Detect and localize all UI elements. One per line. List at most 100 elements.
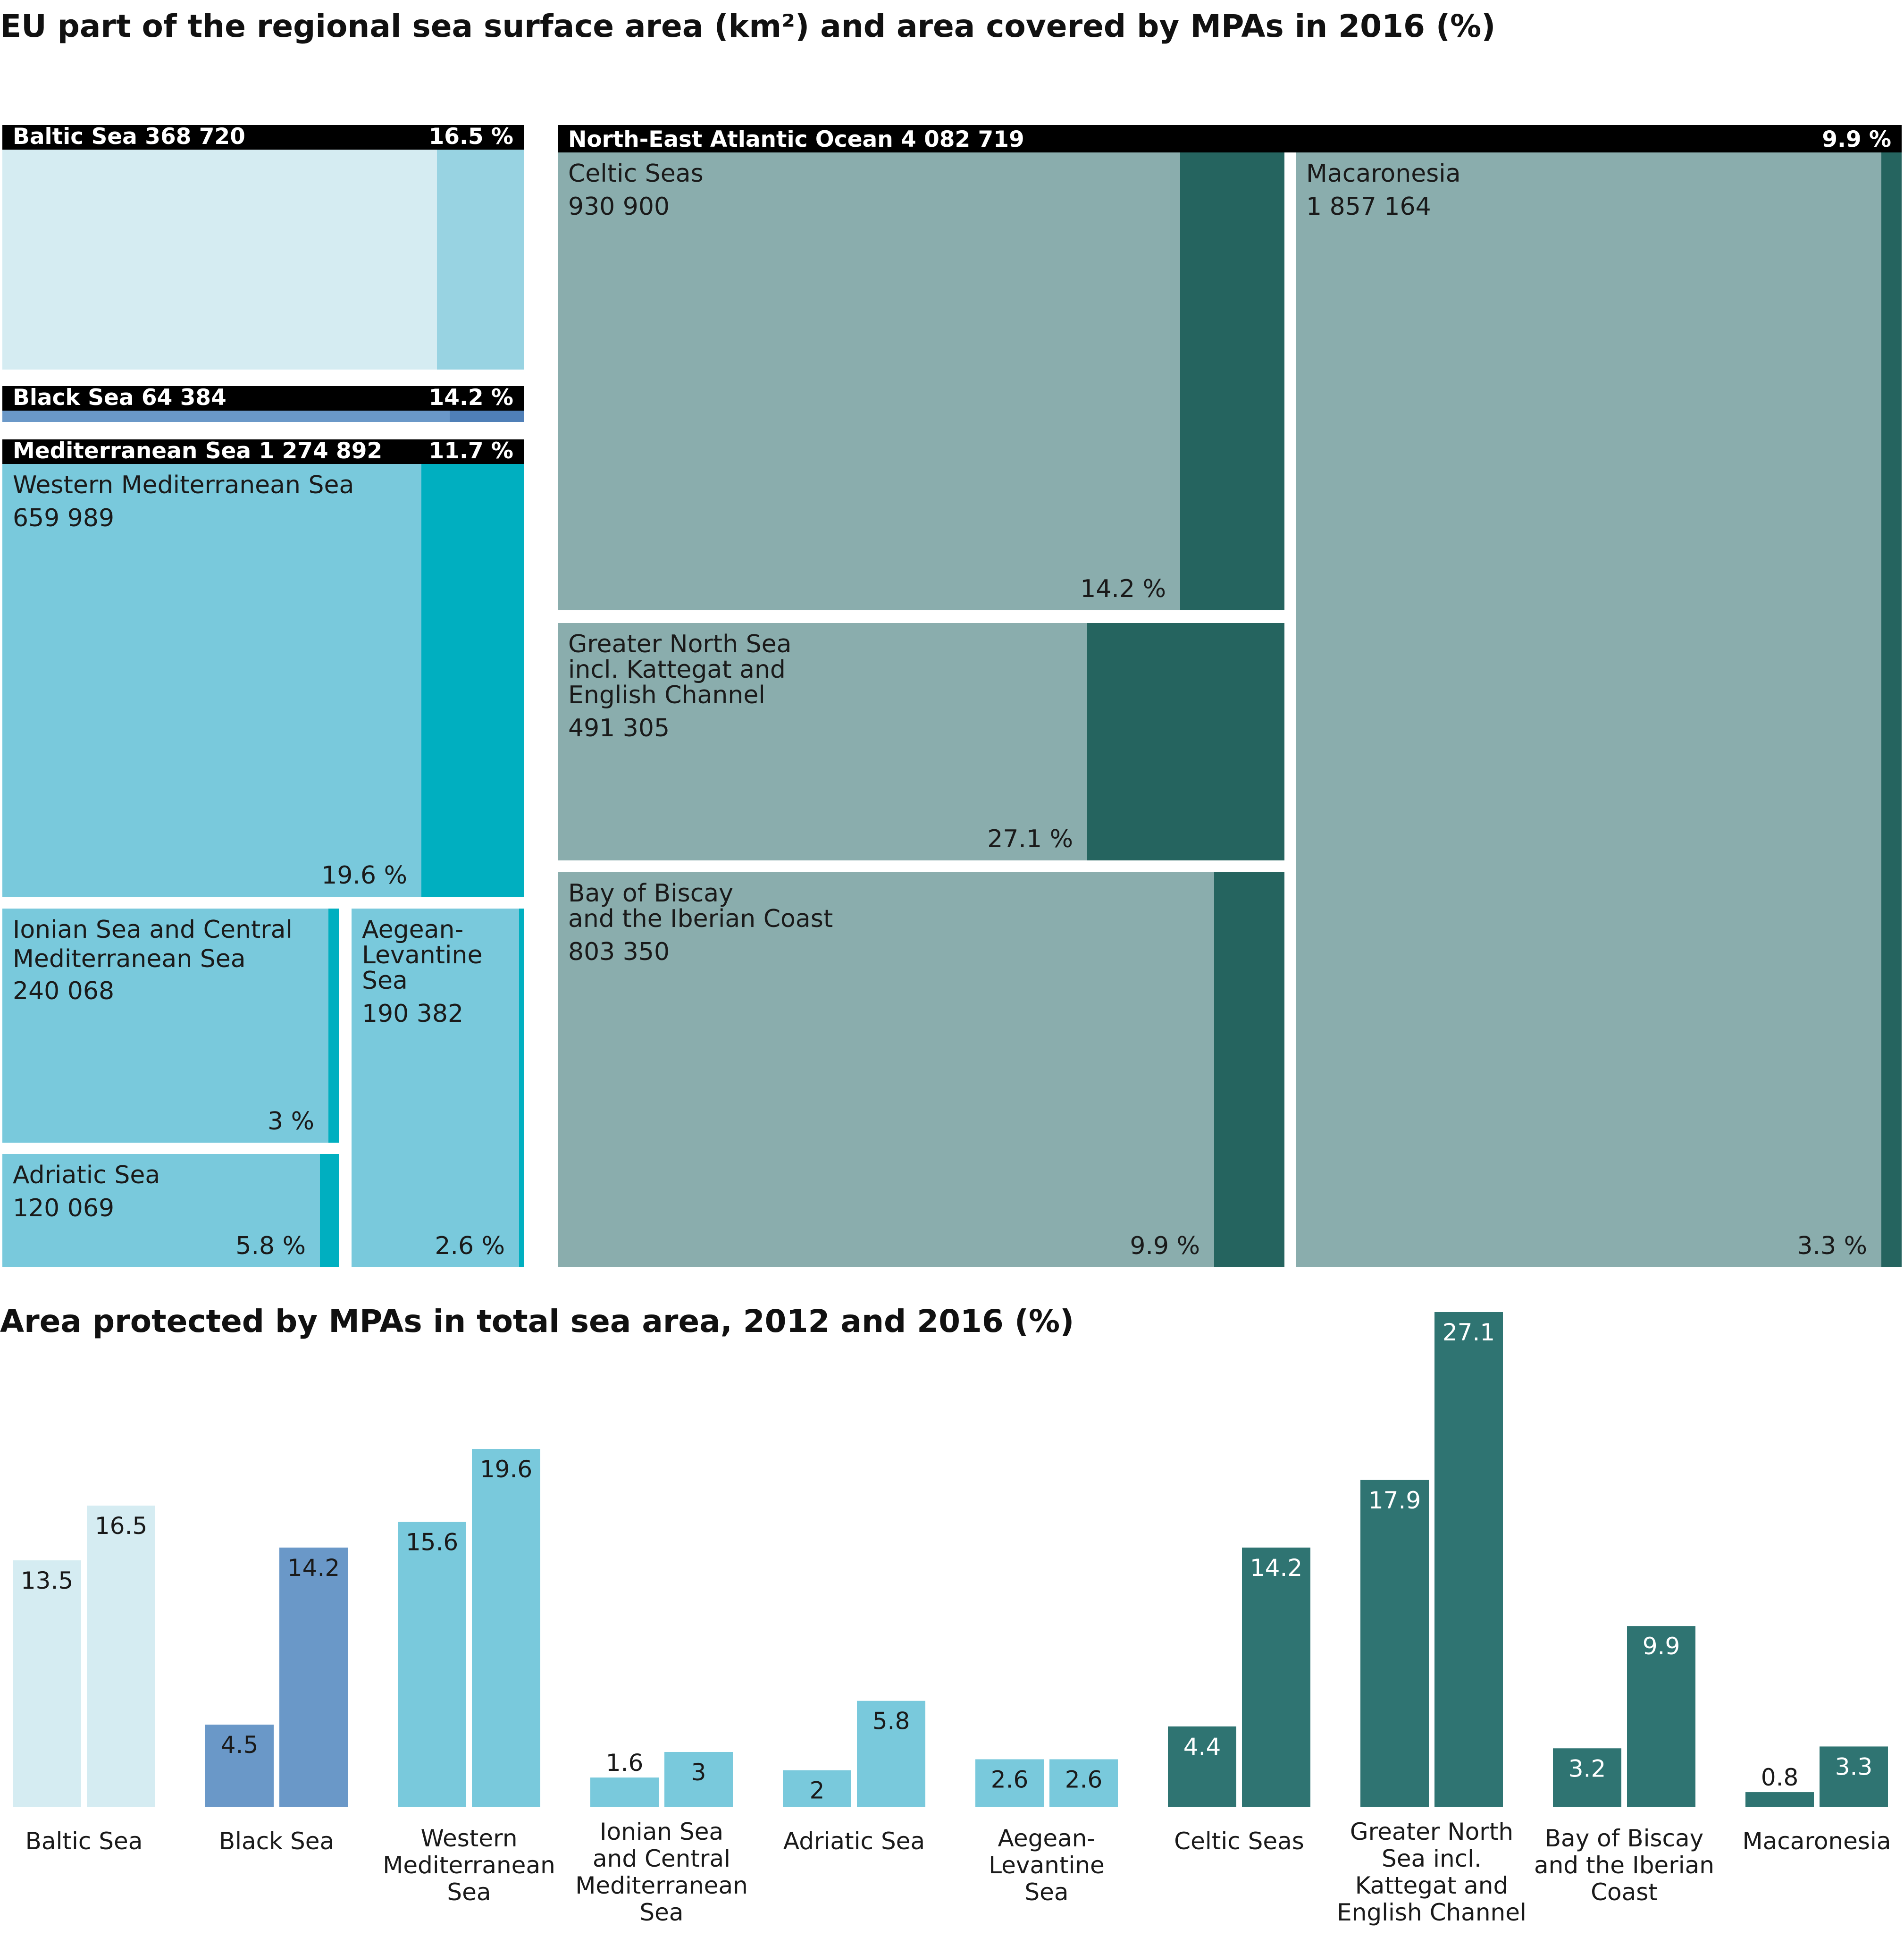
category-label-greater-north-sea-incl-kattegat-and-english-channel: Greater North [1350,1818,1513,1845]
tile-name-greater-north-sea-incl-kattegat-and-english-channel: Greater North Sea [568,630,792,658]
bar-label-ionian-sea-and-central-mediterranean-sea-2012: 1.6 [606,1749,644,1777]
tile-area-value-ionian-sea-and-central-mediterranean-sea: 240 068 [13,977,114,1005]
tile-mpa-western-mediterranean-sea [421,464,524,897]
bar-greater-north-sea-incl-kattegat-and-english-channel-2016 [1434,1312,1503,1807]
tile-name-aegean-levantine-sea: Sea [362,967,408,995]
tile-area-value-western-mediterranean-sea: 659 989 [13,504,114,532]
bar-label-adriatic-sea-2016: 5.8 [872,1708,910,1735]
tile-mpa-greater-north-sea-incl-kattegat-and-english-channel [1087,623,1284,860]
tile-area-ionian-sea-and-central-mediterranean-sea [2,909,328,1143]
category-label-aegean-levantine-sea: Sea [1024,1878,1068,1906]
tile-area-bay-of-biscay-and-the-iberian-coast [558,872,1214,1267]
tile-name-greater-north-sea-incl-kattegat-and-english-channel: incl. Kattegat and [568,656,786,684]
bar-chart-title: Area protected by MPAs in total sea area… [0,1303,1074,1339]
tile-name-bay-of-biscay-and-the-iberian-coast: and the Iberian Coast [568,905,833,933]
region-header-mpa-black-sea: 14.2 % [429,385,513,411]
bar-adriatic-sea-2012 [783,1770,851,1807]
bar-black-sea-2016 [279,1547,348,1807]
bar-ionian-sea-and-central-mediterranean-sea-2016 [664,1752,733,1807]
category-label-ionian-sea-and-central-mediterranean-sea: Sea [639,1899,683,1926]
tile-mpa-black-sea-body [450,411,524,422]
bar-label-black-sea-2012: 4.5 [221,1731,259,1759]
category-label-ionian-sea-and-central-mediterranean-sea: Ionian Sea [600,1818,723,1845]
treemap: Baltic Sea 368 720 16.5 % Black Sea 64 384… [2,124,1902,1267]
region-header-black-sea [2,386,524,411]
bar-label-greater-north-sea-incl-kattegat-and-english-channel-2012: 17.9 [1368,1487,1421,1514]
tile-mpa-value-greater-north-sea-incl-kattegat-and-english-channel: 27.1 % [987,825,1073,853]
bar-label-baltic-sea-2012: 13.5 [21,1567,73,1594]
bar-label-macaronesia-2016: 3.3 [1835,1753,1873,1780]
tile-macaronesia: Macaronesia 1 857 164 3.3 % [1296,152,1902,1267]
category-label-aegean-levantine-sea: Levantine [989,1852,1105,1879]
tile-name-ionian-sea-and-central-mediterranean-sea: Ionian Sea and Central [13,916,293,944]
tile-name-macaronesia: Macaronesia [1306,160,1461,188]
category-label-bay-of-biscay-and-the-iberian-coast: Bay of Biscay [1545,1825,1703,1852]
category-label-bay-of-biscay-and-the-iberian-coast: and the Iberian [1534,1852,1714,1879]
bar-label-black-sea-2016: 14.2 [287,1554,340,1582]
category-label-black-sea: Black Sea [219,1828,334,1855]
tile-area-macaronesia [1296,152,1881,1267]
region-header-mpa-baltic-sea: 16.5 % [429,124,513,150]
category-label-greater-north-sea-incl-kattegat-and-english-channel: Sea incl. [1382,1845,1482,1872]
tile-western-mediterranean-sea: Western Mediterranean Sea 659 989 19.6 % [2,464,524,897]
tile-area-celtic-seas [558,152,1180,610]
category-label-aegean-levantine-sea: Aegean- [998,1825,1096,1852]
region-header-mpa-mediterranean-sea: 11.7 % [429,438,513,464]
tile-mpa-baltic-sea-body [437,150,524,370]
tile-name-celtic-seas: Celtic Seas [568,160,704,188]
tile-baltic-sea-body [2,150,524,370]
category-label-greater-north-sea-incl-kattegat-and-english-channel: English Channel [1337,1899,1527,1926]
category-label-bay-of-biscay-and-the-iberian-coast: Coast [1591,1878,1658,1906]
bar-celtic-seas-2016 [1242,1547,1310,1807]
region-header-label-mediterranean-sea: Mediterranean Sea 1 274 892 [13,438,382,464]
tile-mpa-value-western-mediterranean-sea: 19.6 % [321,861,407,890]
tile-mpa-adriatic-sea [320,1154,339,1267]
tile-area-value-bay-of-biscay-and-the-iberian-coast: 803 350 [568,938,670,966]
category-label-celtic-seas: Celtic Seas [1174,1828,1304,1855]
bar-label-celtic-seas-2012: 4.4 [1183,1733,1221,1760]
bar-label-celtic-seas-2016: 14.2 [1250,1554,1302,1582]
tile-mpa-bay-of-biscay-and-the-iberian-coast [1214,872,1284,1267]
tile-mpa-value-macaronesia: 3.3 % [1797,1232,1867,1260]
category-label-ionian-sea-and-central-mediterranean-sea: and Central [593,1845,730,1872]
bar-label-aegean-levantine-sea-2012: 2.6 [991,1766,1029,1793]
category-label-western-mediterranean-sea: Mediterranean [383,1852,555,1879]
region-header-north-east-atlantic-ocean [558,125,1902,152]
tile-area-value-aegean-levantine-sea: 190 382 [362,1000,463,1028]
bar-ionian-sea-and-central-mediterranean-sea-2012 [590,1777,659,1807]
bar-label-western-mediterranean-sea-2016: 19.6 [480,1456,532,1483]
tile-celtic-seas: Celtic Seas 930 900 14.2 % [558,152,1284,610]
tile-area-greater-north-sea-incl-kattegat-and-english-channel [558,623,1087,860]
bar-label-adriatic-sea-2012: 2 [810,1777,825,1804]
bar-greater-north-sea-incl-kattegat-and-english-channel-2012 [1360,1480,1429,1807]
bar-baltic-sea-2016 [87,1505,155,1807]
bar-label-baltic-sea-2016: 16.5 [95,1512,147,1540]
tile-mpa-macaronesia [1881,152,1902,1267]
bar-label-aegean-levantine-sea-2016: 2.6 [1065,1766,1103,1793]
tile-area-black-sea-body [2,411,450,422]
bar-label-bay-of-biscay-and-the-iberian-coast-2012: 3.2 [1568,1755,1606,1782]
tile-name-bay-of-biscay-and-the-iberian-coast: Bay of Biscay [568,879,733,908]
category-label-adriatic-sea: Adriatic Sea [783,1828,925,1855]
bar-bay-of-biscay-and-the-iberian-coast-2016 [1627,1626,1695,1807]
tile-name-ionian-sea-and-central-mediterranean-sea: Mediterranean Sea [13,945,246,973]
tile-name-adriatic-sea: Adriatic Sea [13,1161,160,1189]
tile-mpa-value-aegean-levantine-sea: 2.6 % [435,1232,505,1260]
tile-area-baltic-sea-body [2,150,437,370]
bar-label-bay-of-biscay-and-the-iberian-coast-2016: 9.9 [1643,1633,1680,1660]
bar-aegean-levantine-sea-2016 [1049,1759,1118,1807]
tile-name-western-mediterranean-sea: Western Mediterranean Sea [13,471,354,499]
category-label-greater-north-sea-incl-kattegat-and-english-channel: Kattegat and [1355,1872,1508,1899]
tile-black-sea-body [2,411,524,422]
bar-western-mediterranean-sea-2012 [398,1522,466,1807]
region-header-mediterranean-sea [2,439,524,464]
category-label-macaronesia: Macaronesia [1743,1828,1891,1855]
tile-name-aegean-levantine-sea: Levantine [362,941,482,969]
tile-name-greater-north-sea-incl-kattegat-and-english-channel: English Channel [568,681,765,709]
tile-area-value-greater-north-sea-incl-kattegat-and-english-channel: 491 305 [568,714,670,742]
region-header-label-baltic-sea: Baltic Sea 368 720 [13,124,245,150]
treemap-title: EU part of the regional sea surface area… [0,8,1495,44]
